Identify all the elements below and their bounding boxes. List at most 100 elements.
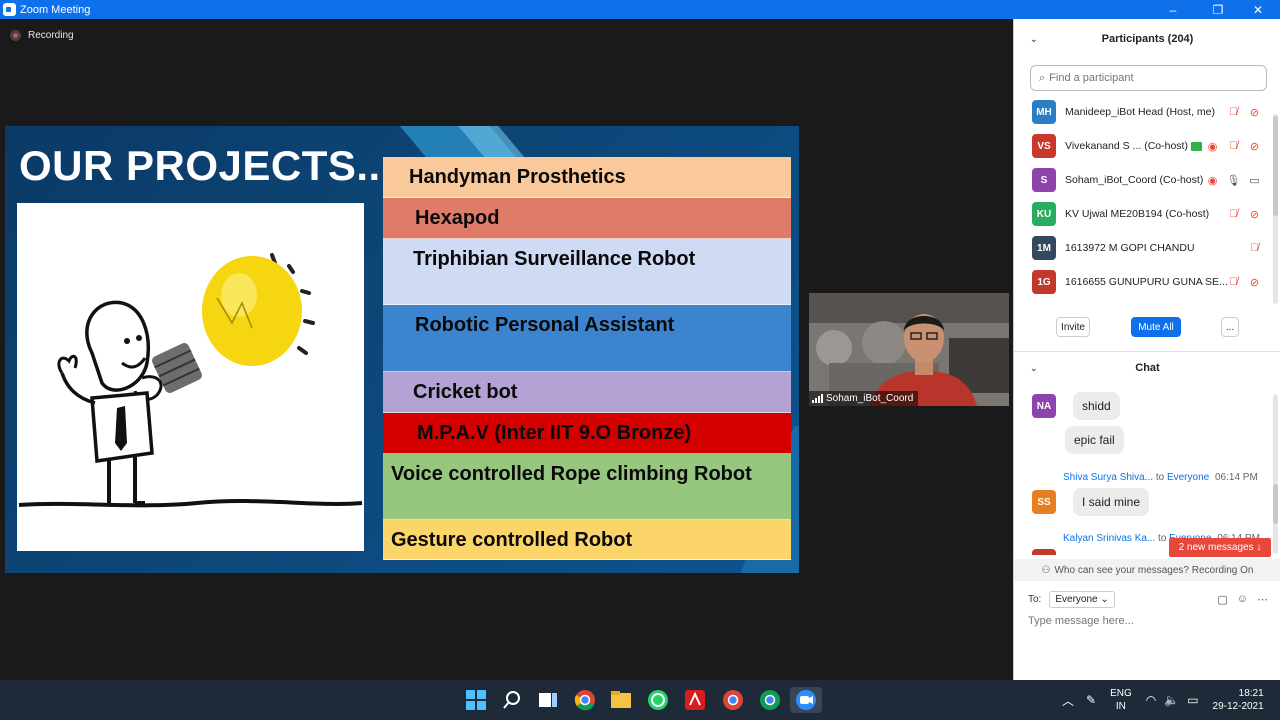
message-sender[interactable]: Kalyan Srinivas Ka...	[1063, 533, 1156, 544]
chrome-profile-icon[interactable]	[720, 687, 746, 713]
participant-search[interactable]: ⌕	[1030, 65, 1267, 91]
participant-row[interactable]: 1M 1613972 M GOPI CHANDU 🎙̸	[1014, 231, 1280, 265]
participant-name: 1616655 GUNUPURU GUNA SE...	[1065, 276, 1228, 288]
video-off-icon[interactable]: ⊘	[1249, 276, 1260, 289]
chevron-down-icon[interactable]: ⌄	[1030, 363, 1038, 373]
message-sender[interactable]: Shiva Surya Shiva...	[1063, 472, 1154, 483]
mic-muted-icon[interactable]: 🎙̸	[1229, 106, 1238, 118]
chat-privacy-notice[interactable]: ⚇ Who can see your messages? Recording O…	[1014, 559, 1280, 581]
zoom-taskbar-icon[interactable]	[790, 687, 822, 713]
acrobat-reader-icon[interactable]	[682, 687, 708, 713]
project-label: Hexapod	[415, 207, 500, 229]
project-item: Cricket bot	[383, 372, 791, 413]
chrome-profile-icon[interactable]	[757, 687, 783, 713]
chevron-down-icon[interactable]: ⌄	[1030, 34, 1038, 44]
message-recipient[interactable]: Everyone	[1166, 472, 1210, 483]
window-titlebar: Zoom Meeting – ❐ ✕	[0, 0, 1280, 19]
chat-title: Chat	[1135, 362, 1160, 374]
minimize-button[interactable]: –	[1169, 2, 1177, 17]
participants-scrollbar[interactable]	[1273, 114, 1278, 304]
emoji-icon[interactable]: ☺	[1236, 592, 1248, 605]
recipient-value: Everyone	[1055, 593, 1098, 605]
file-explorer-icon[interactable]	[608, 687, 634, 713]
language-indicator[interactable]: ENG IN	[1110, 687, 1132, 713]
privacy-text: Who can see your messages? Recording On	[1054, 564, 1254, 576]
project-item: Hexapod	[383, 198, 791, 239]
mic-muted-icon[interactable]: 🎙̸	[1229, 140, 1238, 152]
project-label: Handyman Prosthetics	[409, 166, 626, 188]
project-label: Voice controlled Rope climbing Robot	[391, 463, 752, 485]
mic-muted-icon[interactable]: 🎙̸	[1250, 242, 1259, 254]
participant-name: KV Ujwal ME20B194 (Co-host)	[1065, 208, 1210, 220]
participant-row[interactable]: 1G 1616655 GUNUPURU GUNA SE... 🎙̸ ⊘	[1014, 265, 1280, 299]
message-input[interactable]	[1028, 615, 1268, 627]
chat-scrollbar[interactable]	[1273, 394, 1278, 554]
mic-muted-icon[interactable]: 🎙̸	[1229, 276, 1238, 288]
participant-row[interactable]: S Soham_iBot_Coord (Co-host) ◉ 🎙 ▭	[1014, 163, 1280, 197]
window-title: Zoom Meeting	[20, 3, 91, 16]
battery-icon[interactable]: ▭	[1187, 693, 1199, 707]
new-messages-button[interactable]: 2 new messages ↓	[1169, 538, 1271, 557]
chrome-icon[interactable]	[572, 687, 598, 713]
chat-message: NA shidd	[1032, 392, 1120, 420]
to-label: To:	[1028, 593, 1042, 605]
mic-icon[interactable]: 🎙	[1226, 174, 1241, 187]
whatsapp-icon[interactable]	[645, 687, 671, 713]
project-item: Gesture controlled Robot	[383, 520, 791, 560]
message-text: I said mine	[1073, 488, 1150, 516]
file-icon[interactable]: ▢	[1217, 593, 1228, 606]
chat-header: ⌄ Chat	[1014, 357, 1280, 379]
meeting-area: Recording OUR PROJECTS...	[0, 19, 1013, 680]
chat-input[interactable]	[1028, 615, 1268, 635]
wifi-icon[interactable]: ◠	[1145, 693, 1157, 707]
video-off-icon[interactable]: ⊘	[1249, 140, 1260, 153]
language-code: ENG	[1110, 688, 1132, 699]
close-button[interactable]: ✕	[1252, 2, 1264, 17]
signal-strength-icon	[812, 394, 823, 403]
avatar: KS	[1032, 549, 1056, 555]
chevron-up-icon[interactable]: ︿	[1062, 693, 1075, 708]
participant-row[interactable]: VS Vivekanand S ... (Co-host) ◉ 🎙̸ ⊘	[1014, 129, 1280, 163]
recording-indicator[interactable]: Recording	[10, 30, 74, 41]
video-off-icon[interactable]: ⊘	[1249, 208, 1260, 221]
participants-title: Participants (204)	[1101, 33, 1194, 45]
project-item: Handyman Prosthetics	[383, 157, 791, 198]
windows-start-icon[interactable]	[463, 687, 489, 713]
task-view-icon[interactable]	[535, 687, 561, 713]
message-to-label: to	[1155, 472, 1165, 483]
avatar: KU	[1032, 202, 1056, 226]
video-participant-name: Soham_iBot_Coord	[826, 393, 914, 404]
participant-video-tile[interactable]: Soham_iBot_Coord	[809, 293, 1009, 406]
video-icon[interactable]: ▭	[1249, 174, 1260, 187]
taskbar: ︿ ✎ ENG IN ◠ 🔈 ▭ 18:21 29-12-2021	[0, 680, 1280, 720]
project-list: Handyman Prosthetics Hexapod Triphibian …	[383, 157, 791, 560]
recipient-dropdown[interactable]: Everyone ⌄	[1049, 590, 1115, 608]
participant-row[interactable]: KU KV Ujwal ME20B194 (Co-host) 🎙̸ ⊘	[1014, 197, 1280, 231]
volume-icon[interactable]: 🔈	[1164, 693, 1180, 707]
video-off-icon[interactable]: ⊘	[1249, 106, 1260, 119]
side-panel: ⌄ Participants (204) ⌕ MH Manideep_iBot …	[1013, 19, 1280, 680]
message-meta: Shiva Surya Shiva... to Everyone 06:14 P…	[1063, 472, 1258, 483]
chat-message: epic fail	[1065, 426, 1124, 454]
pen-icon[interactable]: ✎	[1086, 693, 1097, 707]
user-icon: ⚇	[1041, 564, 1051, 576]
mic-muted-icon[interactable]: 🎙̸	[1229, 208, 1238, 220]
project-item: Robotic Personal Assistant	[383, 305, 791, 372]
participant-row[interactable]: MH Manideep_iBot Head (Host, me) 🎙̸ ⊘	[1014, 95, 1280, 129]
message-time: 06:14 PM	[1214, 472, 1258, 483]
search-input[interactable]	[1049, 72, 1250, 84]
avatar: S	[1032, 168, 1056, 192]
more-options-button[interactable]: ...	[1221, 317, 1239, 337]
mute-all-button[interactable]: Mute All	[1131, 317, 1181, 337]
participant-list: MH Manideep_iBot Head (Host, me) 🎙̸ ⊘ VS …	[1014, 95, 1280, 305]
avatar: SS	[1032, 490, 1056, 514]
search-icon[interactable]	[499, 687, 525, 713]
more-icon[interactable]: ⋯	[1257, 593, 1268, 606]
recording-dot-icon: ◉	[1207, 140, 1218, 153]
restore-button[interactable]: ❐	[1212, 2, 1224, 17]
project-label: Cricket bot	[413, 381, 518, 403]
invite-button[interactable]: Invite	[1056, 317, 1090, 337]
message-text: shidd	[1073, 392, 1120, 420]
recording-label: Recording	[28, 30, 74, 41]
clock[interactable]: 18:21 29-12-2021	[1213, 687, 1264, 713]
